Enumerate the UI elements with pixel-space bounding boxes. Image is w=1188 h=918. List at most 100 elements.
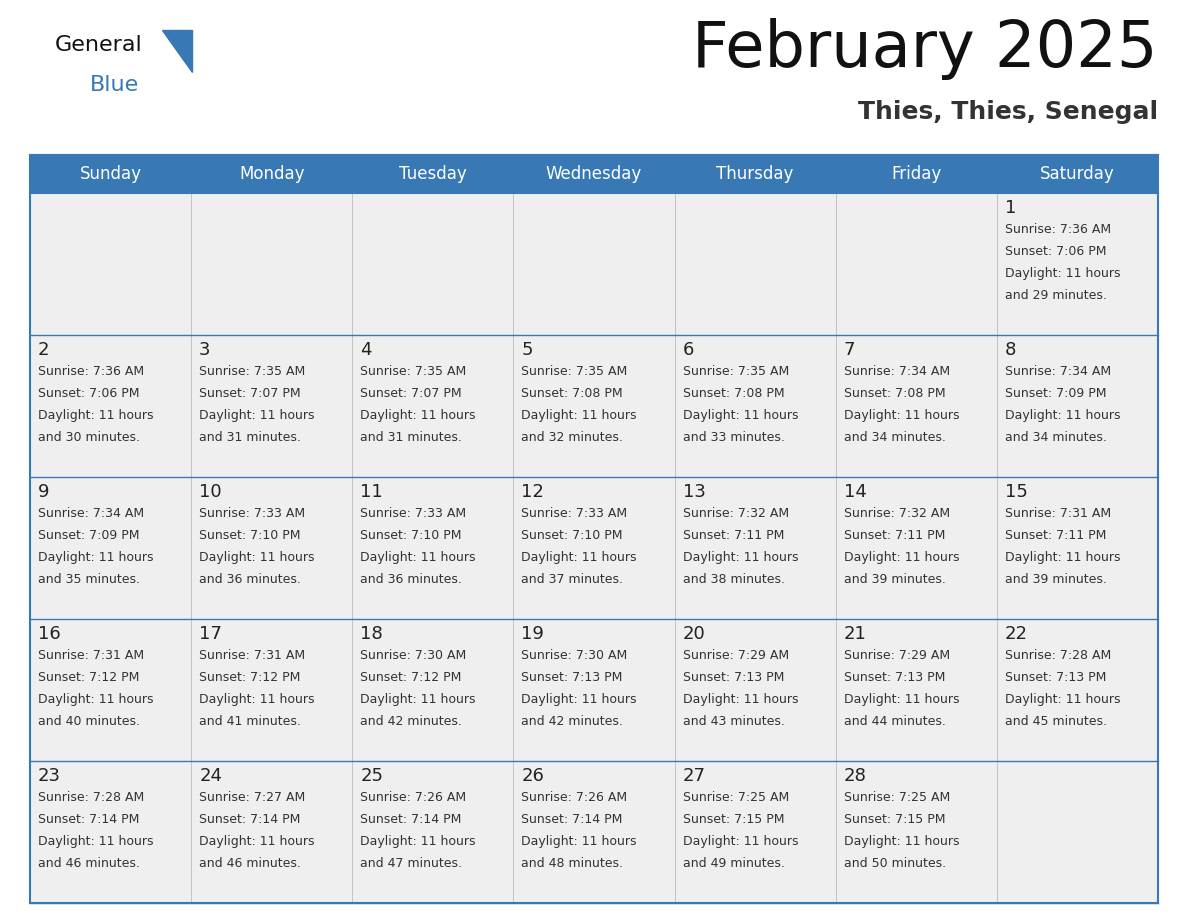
Text: Daylight: 11 hours: Daylight: 11 hours [360, 693, 475, 706]
Text: Sunrise: 7:25 AM: Sunrise: 7:25 AM [683, 791, 789, 804]
Text: 14: 14 [843, 483, 866, 501]
Text: and 34 minutes.: and 34 minutes. [1005, 431, 1107, 444]
Text: Daylight: 11 hours: Daylight: 11 hours [522, 409, 637, 422]
Text: Daylight: 11 hours: Daylight: 11 hours [1005, 409, 1120, 422]
Text: Sunset: 7:10 PM: Sunset: 7:10 PM [200, 529, 301, 542]
Text: Sunset: 7:12 PM: Sunset: 7:12 PM [38, 671, 139, 684]
Bar [675, 335, 835, 477]
Bar [353, 761, 513, 903]
Text: and 47 minutes.: and 47 minutes. [360, 857, 462, 870]
Bar [835, 193, 997, 335]
Text: and 46 minutes.: and 46 minutes. [38, 857, 140, 870]
Polygon shape [162, 30, 192, 72]
Text: and 32 minutes.: and 32 minutes. [522, 431, 624, 444]
Text: and 31 minutes.: and 31 minutes. [200, 431, 301, 444]
Text: and 31 minutes.: and 31 minutes. [360, 431, 462, 444]
Text: and 48 minutes.: and 48 minutes. [522, 857, 624, 870]
Text: and 44 minutes.: and 44 minutes. [843, 715, 946, 728]
Bar [353, 477, 513, 619]
Text: Sunrise: 7:30 AM: Sunrise: 7:30 AM [360, 649, 467, 662]
Text: Daylight: 11 hours: Daylight: 11 hours [683, 551, 798, 564]
Text: Daylight: 11 hours: Daylight: 11 hours [683, 409, 798, 422]
Text: Daylight: 11 hours: Daylight: 11 hours [843, 693, 959, 706]
Bar [191, 619, 353, 761]
Bar [513, 477, 675, 619]
Text: Sunset: 7:14 PM: Sunset: 7:14 PM [200, 813, 301, 826]
Text: Daylight: 11 hours: Daylight: 11 hours [1005, 267, 1120, 280]
Text: and 39 minutes.: and 39 minutes. [1005, 573, 1107, 586]
Text: Sunrise: 7:34 AM: Sunrise: 7:34 AM [1005, 365, 1111, 378]
Text: Sunset: 7:11 PM: Sunset: 7:11 PM [683, 529, 784, 542]
Text: Daylight: 11 hours: Daylight: 11 hours [38, 835, 153, 848]
Text: 23: 23 [38, 767, 61, 785]
Text: Sunrise: 7:36 AM: Sunrise: 7:36 AM [38, 365, 144, 378]
Text: Daylight: 11 hours: Daylight: 11 hours [200, 693, 315, 706]
Text: Sunrise: 7:35 AM: Sunrise: 7:35 AM [360, 365, 467, 378]
Text: Sunrise: 7:26 AM: Sunrise: 7:26 AM [360, 791, 467, 804]
Text: and 42 minutes.: and 42 minutes. [360, 715, 462, 728]
Text: 11: 11 [360, 483, 383, 501]
Text: Sunrise: 7:33 AM: Sunrise: 7:33 AM [522, 507, 627, 520]
Text: Sunrise: 7:29 AM: Sunrise: 7:29 AM [843, 649, 950, 662]
Text: Daylight: 11 hours: Daylight: 11 hours [360, 835, 475, 848]
Bar [513, 619, 675, 761]
Text: 9: 9 [38, 483, 50, 501]
Text: and 29 minutes.: and 29 minutes. [1005, 289, 1107, 302]
Text: and 43 minutes.: and 43 minutes. [683, 715, 784, 728]
Text: 28: 28 [843, 767, 866, 785]
Text: 6: 6 [683, 341, 694, 359]
Text: 16: 16 [38, 625, 61, 643]
Text: Daylight: 11 hours: Daylight: 11 hours [1005, 551, 1120, 564]
Text: 13: 13 [683, 483, 706, 501]
Text: Sunrise: 7:26 AM: Sunrise: 7:26 AM [522, 791, 627, 804]
Text: 8: 8 [1005, 341, 1016, 359]
Bar [30, 335, 191, 477]
Bar [997, 193, 1158, 335]
Text: 25: 25 [360, 767, 384, 785]
Text: and 36 minutes.: and 36 minutes. [360, 573, 462, 586]
Bar [835, 477, 997, 619]
Text: and 40 minutes.: and 40 minutes. [38, 715, 140, 728]
Bar [675, 477, 835, 619]
Text: Sunset: 7:15 PM: Sunset: 7:15 PM [843, 813, 946, 826]
Text: Sunset: 7:10 PM: Sunset: 7:10 PM [522, 529, 623, 542]
Bar [675, 619, 835, 761]
Bar [675, 193, 835, 335]
Text: Monday: Monday [239, 165, 304, 183]
Text: Sunrise: 7:34 AM: Sunrise: 7:34 AM [843, 365, 950, 378]
Text: Thursday: Thursday [716, 165, 794, 183]
Bar [997, 619, 1158, 761]
Text: Sunrise: 7:35 AM: Sunrise: 7:35 AM [683, 365, 789, 378]
Text: 20: 20 [683, 625, 706, 643]
Text: Sunrise: 7:31 AM: Sunrise: 7:31 AM [38, 649, 144, 662]
Text: and 33 minutes.: and 33 minutes. [683, 431, 784, 444]
Text: Sunset: 7:13 PM: Sunset: 7:13 PM [1005, 671, 1106, 684]
Text: Sunset: 7:08 PM: Sunset: 7:08 PM [843, 387, 946, 400]
Text: 26: 26 [522, 767, 544, 785]
Text: Daylight: 11 hours: Daylight: 11 hours [683, 693, 798, 706]
Text: 12: 12 [522, 483, 544, 501]
Text: Sunrise: 7:35 AM: Sunrise: 7:35 AM [522, 365, 627, 378]
Text: 17: 17 [200, 625, 222, 643]
Text: Sunset: 7:09 PM: Sunset: 7:09 PM [38, 529, 139, 542]
Text: Sunrise: 7:28 AM: Sunrise: 7:28 AM [1005, 649, 1111, 662]
Text: and 39 minutes.: and 39 minutes. [843, 573, 946, 586]
Text: Daylight: 11 hours: Daylight: 11 hours [200, 409, 315, 422]
Text: Sunrise: 7:36 AM: Sunrise: 7:36 AM [1005, 223, 1111, 236]
Text: Sunset: 7:11 PM: Sunset: 7:11 PM [1005, 529, 1106, 542]
Bar [513, 193, 675, 335]
Text: Daylight: 11 hours: Daylight: 11 hours [843, 409, 959, 422]
Text: 15: 15 [1005, 483, 1028, 501]
Bar [997, 761, 1158, 903]
Bar [191, 761, 353, 903]
Text: Tuesday: Tuesday [399, 165, 467, 183]
Text: Blue: Blue [90, 75, 139, 95]
Text: 19: 19 [522, 625, 544, 643]
Text: 21: 21 [843, 625, 866, 643]
Text: Sunrise: 7:30 AM: Sunrise: 7:30 AM [522, 649, 627, 662]
Bar [353, 193, 513, 335]
Bar [191, 477, 353, 619]
Bar [30, 193, 191, 335]
Text: Daylight: 11 hours: Daylight: 11 hours [38, 551, 153, 564]
Bar [30, 477, 191, 619]
